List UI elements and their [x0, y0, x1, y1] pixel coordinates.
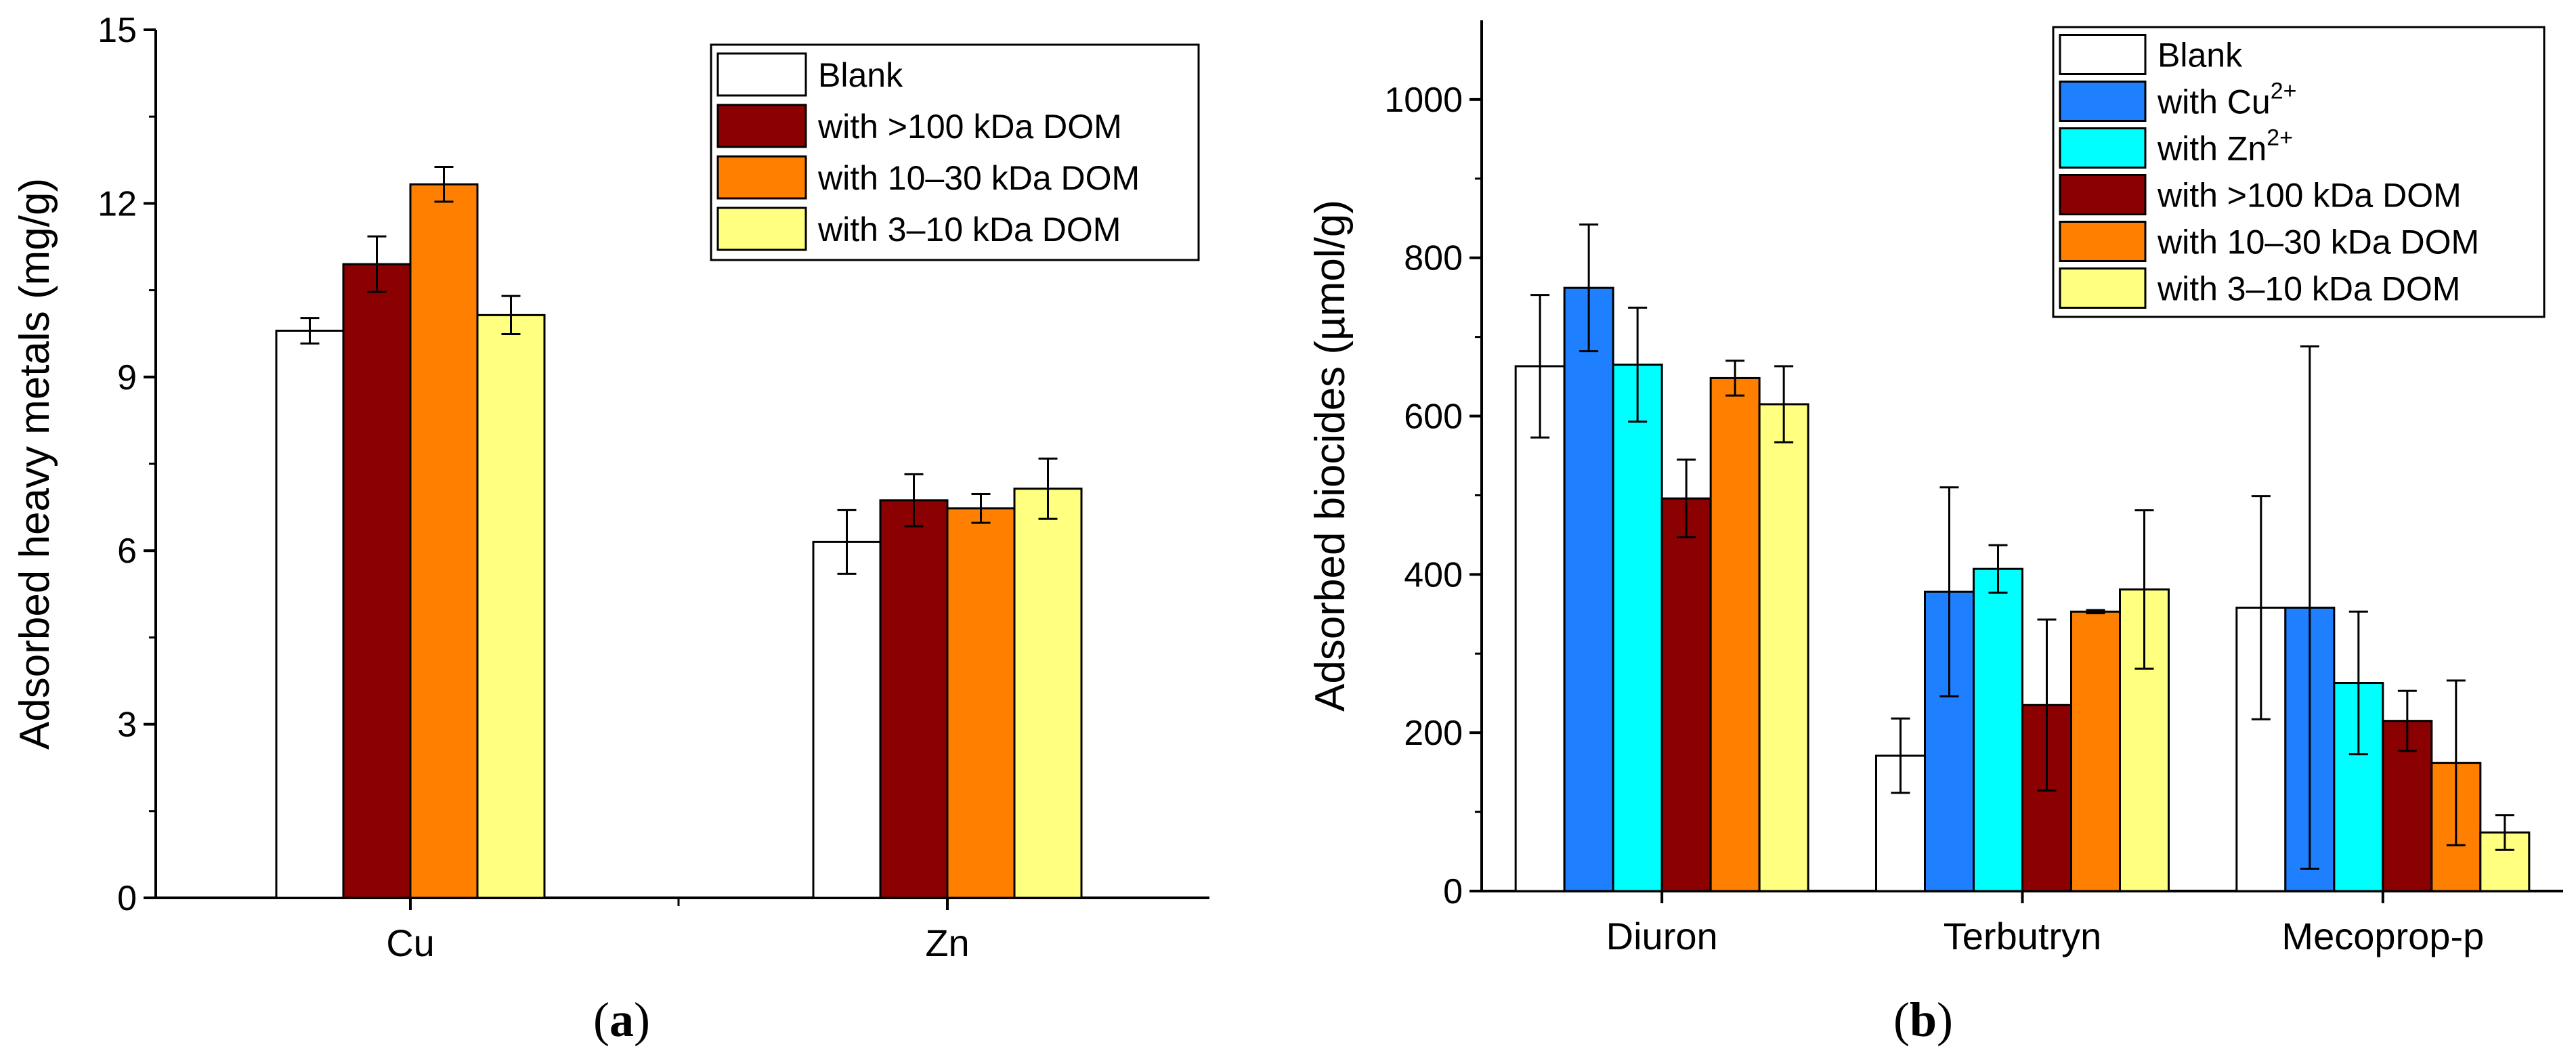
y-axis-title: Adsorbed biocides (µmol/g): [1307, 200, 1354, 712]
legend-label-text: with Zn: [2157, 130, 2267, 168]
legend-swatch: [716, 52, 807, 97]
legend-swatch: [2059, 267, 2147, 309]
panel-b-chart: 0 200 400 600 800 1000 Adsorbed biocides (µmol…: [1307, 20, 2563, 1047]
bar: [1973, 567, 2023, 892]
legend-label: with >100 kDa DOM: [817, 108, 1122, 146]
panel-label-open: (: [593, 993, 609, 1047]
panel-a-chart: 0 3 6 9 12 15 Adsorbed heavy metals (mg/g) Cu Zn…: [12, 11, 1209, 1047]
x-category-label: Mecoprop-p: [2281, 915, 2484, 957]
y-tick-label: 600: [1404, 397, 1463, 437]
panel-label-letter: b: [1910, 993, 1937, 1047]
legend-swatch: [2059, 81, 2147, 122]
legend-label: with 10–30 kDa DOM: [2157, 223, 2479, 261]
bar: [275, 329, 345, 899]
legend-label-text: with 10–30 kDa DOM: [817, 159, 1140, 197]
legend-label: with 10–30 kDa DOM: [817, 159, 1140, 197]
legend-label-superscript: 2+: [2267, 125, 2293, 151]
bar: [2070, 610, 2121, 892]
bar: [1758, 403, 1809, 892]
legend-label: with Cu2+: [2157, 79, 2297, 121]
bar: [1612, 364, 1663, 892]
legend-label-superscript: 2+: [2271, 79, 2297, 104]
legend-label-text: with 3–10 kDa DOM: [2157, 270, 2460, 308]
bar: [1709, 376, 1761, 892]
legend-label-text: with Cu: [2157, 83, 2271, 121]
legend-swatch: [716, 104, 807, 148]
panel-label-close: ): [1937, 993, 1953, 1047]
bar: [1563, 286, 1614, 892]
y-tick-label: 1000: [1384, 81, 1463, 120]
legend-swatch: [2059, 174, 2147, 215]
panel-label-open: (: [1893, 993, 1910, 1047]
panel-label-close: ): [634, 993, 650, 1047]
y-tick-label: 6: [117, 532, 137, 571]
x-category-label: Terbutryn: [1944, 915, 2101, 957]
legend-label: Blank: [818, 56, 903, 94]
y-tick-label: 0: [117, 879, 137, 918]
legend-swatch: [716, 155, 807, 200]
legend-label: with >100 kDa DOM: [2157, 177, 2462, 215]
legend-swatch: [2059, 221, 2147, 262]
legend-label-text: with 3–10 kDa DOM: [817, 211, 1121, 248]
y-tick-label: 3: [117, 706, 137, 745]
bar: [409, 183, 479, 899]
y-tick-label: 15: [98, 11, 137, 50]
y-axis-title: Adsorbed heavy metals (mg/g): [12, 178, 58, 750]
legend-label-text: with >100 kDa DOM: [2157, 177, 2462, 215]
x-category-label: Zn: [925, 922, 969, 964]
legend-label-text: with 10–30 kDa DOM: [2157, 223, 2479, 261]
x-category-label: Diuron: [1606, 915, 1718, 957]
bar: [342, 263, 412, 899]
panel-label: (b): [1893, 993, 1953, 1047]
legend: Blank with >100 kDa DOM with 10–30 kDa DOM…: [710, 43, 1200, 261]
bar: [1013, 488, 1083, 899]
bar: [879, 499, 949, 899]
legend-label-text: with >100 kDa DOM: [817, 108, 1122, 146]
bar: [812, 540, 882, 899]
legend-label: with Zn2+: [2157, 125, 2293, 168]
legend-label: Blank: [2158, 37, 2243, 74]
y-tick-label: 400: [1404, 555, 1463, 595]
y-tick-label: 200: [1404, 714, 1463, 753]
bar: [1660, 497, 1712, 892]
legend-label: with 3–10 kDa DOM: [817, 211, 1121, 248]
x-category-label: Cu: [386, 922, 435, 964]
y-tick-label: 0: [1443, 872, 1463, 911]
y-tick-label: 800: [1404, 239, 1463, 278]
legend-label-text: Blank: [818, 56, 903, 94]
legend-swatch: [716, 207, 807, 251]
legend-label: with 3–10 kDa DOM: [2157, 270, 2460, 308]
bar: [476, 314, 546, 899]
panel-label-letter: a: [609, 993, 634, 1047]
legend-swatch: [2059, 34, 2147, 75]
legend-label-text: Blank: [2158, 37, 2243, 74]
legend-swatch: [2059, 127, 2147, 169]
y-tick-label: 12: [98, 184, 137, 223]
y-tick-label: 9: [117, 358, 137, 397]
panel-label: (a): [593, 993, 650, 1047]
bar: [1514, 365, 1566, 892]
bar: [946, 507, 1016, 899]
